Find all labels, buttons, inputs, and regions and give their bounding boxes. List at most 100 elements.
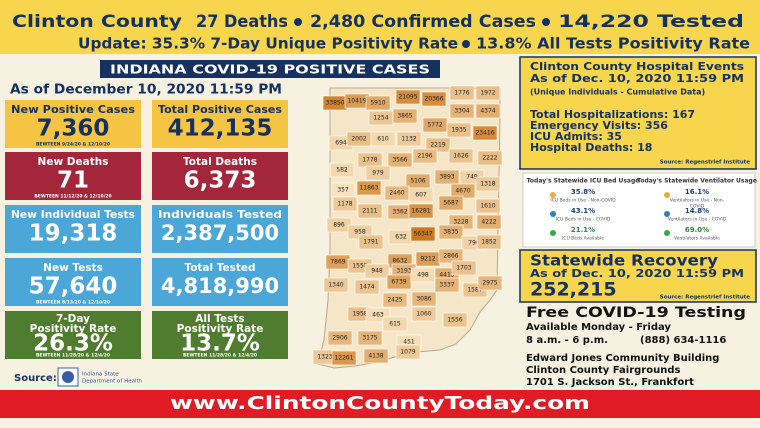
stat-label: New Positive Cases (11, 104, 135, 116)
county-value: 56347 (413, 231, 432, 238)
county-value: 3865 (397, 113, 412, 120)
county-tile (446, 122, 472, 138)
usage-value: 69.0% (685, 226, 709, 234)
county-tile (412, 148, 438, 164)
county-value: 463 (372, 312, 384, 319)
stat-value: 26.3% (33, 331, 113, 357)
county-value: 1958 (352, 311, 367, 318)
stat-value: 19,318 (29, 221, 118, 247)
county-value: 1610 (480, 203, 495, 210)
county-value: 4374 (480, 108, 495, 115)
county-tile (395, 89, 421, 105)
county-value: 2866 (443, 253, 458, 260)
usage-label: Ventilators in Use - Non- (670, 198, 725, 204)
county-value: 1254 (373, 115, 388, 122)
county-value: 1323 (317, 354, 332, 361)
county-value: 896 (333, 222, 345, 229)
county-value: 451 (403, 339, 415, 346)
county-tile (434, 169, 460, 185)
county-tile (363, 348, 389, 364)
stat-label: New Deaths (38, 156, 109, 168)
county-tile (425, 137, 451, 153)
county-value: 3835 (443, 229, 458, 236)
stat-value: 2,387,500 (161, 221, 279, 245)
county-value: 4670 (455, 188, 470, 195)
county-tile (449, 103, 475, 119)
county-value: 607 (415, 192, 427, 199)
county-tile (408, 203, 434, 219)
usage-panel (522, 172, 756, 248)
county-tile (357, 203, 383, 219)
header-item: 13.8% All Tests Positivity Rate (476, 35, 750, 53)
county-value: 2222 (482, 155, 497, 162)
stat-value: 71 (57, 168, 89, 194)
county-value: 5772 (427, 122, 442, 129)
county-value: 3337 (439, 282, 454, 289)
stat-label: Individuals Tested (158, 209, 282, 221)
stat-note: BEWTEEN 11/28/20 & 12/4/20 (183, 353, 257, 359)
county-value: 5687 (443, 200, 458, 207)
hospital-title: As of Dec. 10, 2020 11:59 PM (530, 72, 744, 85)
county-value: 3193 (396, 268, 411, 275)
county-tile (354, 279, 380, 295)
stat-label: Total Tested (184, 262, 255, 274)
usage-dot (664, 211, 670, 217)
usage-title: Today's Statewide ICU Bed Usage (527, 178, 640, 185)
county-value: 1318 (480, 181, 495, 188)
county-value: 1178 (337, 201, 352, 208)
usage-dot (664, 230, 670, 236)
county-tile (475, 85, 501, 101)
county-tile (477, 275, 503, 291)
county-tile (331, 350, 357, 366)
hospital-item: Hospital Deaths: 18 (530, 141, 652, 154)
county-value: 4138 (368, 353, 383, 360)
footer-band (0, 390, 760, 418)
county-tile (382, 316, 408, 332)
stat-box (152, 258, 288, 306)
county-tile (408, 187, 434, 203)
recovery-source: Source: Regenstrief Institute (660, 295, 750, 301)
banner-bg (100, 60, 440, 78)
county-tile (448, 148, 474, 164)
county-value: 1474 (359, 284, 374, 291)
testing-location: 1701 S. Jackson St., Frankfort (526, 377, 694, 388)
county-tile (472, 125, 498, 141)
county-value: 498 (417, 272, 429, 279)
header-item: Update: 35.3% 7-Day Unique Positivity Ra… (78, 35, 458, 53)
county-value: 4413 (439, 272, 454, 279)
county-tile (442, 312, 468, 328)
usage-dot (550, 192, 556, 198)
recovery-as-of: As of Dec. 10, 2020 11:59 PM (530, 267, 744, 280)
stat-label: Total Deaths (183, 156, 257, 168)
usage-label: Ventilators in Use - COVID (668, 217, 727, 223)
usage-label: ICU Beds Available (562, 236, 604, 242)
county-tile (475, 103, 501, 119)
county-tile (370, 131, 396, 147)
source-label: Source: (14, 373, 57, 384)
county-tile (475, 198, 501, 214)
county-tile (364, 263, 390, 279)
usage-dot (550, 230, 556, 236)
county-value: 3175 (362, 335, 377, 342)
hospital-source: Source: Regenstrief Institute (660, 160, 750, 166)
county-tile (451, 260, 477, 276)
banner-title: INDIANA COVID-19 POSITIVE CASES (110, 62, 430, 77)
county-tile (434, 277, 460, 293)
county-value: 1558 (352, 263, 367, 270)
stat-value: 4,818,990 (161, 274, 279, 298)
county-value: 694 (335, 140, 347, 147)
usage-label: COVID (690, 204, 705, 210)
county-tile (438, 248, 464, 264)
county-tile (357, 330, 383, 346)
as-of: As of December 10, 2020 11:59 PM (10, 83, 282, 98)
stat-label: New Individual Tests (11, 209, 135, 221)
stat-value: 6,373 (184, 168, 257, 194)
county-tile (327, 330, 353, 346)
stat-label: Total Positive Cases (158, 104, 282, 116)
county-value: 796 (468, 240, 480, 247)
county-value: 357 (337, 187, 349, 194)
county-tile (421, 91, 447, 107)
stat-value: 13.7% (180, 331, 260, 357)
hospital-item: ICU Admits: 35 (530, 130, 622, 143)
header-item: 2,480 Confirmed Cases (310, 12, 536, 32)
